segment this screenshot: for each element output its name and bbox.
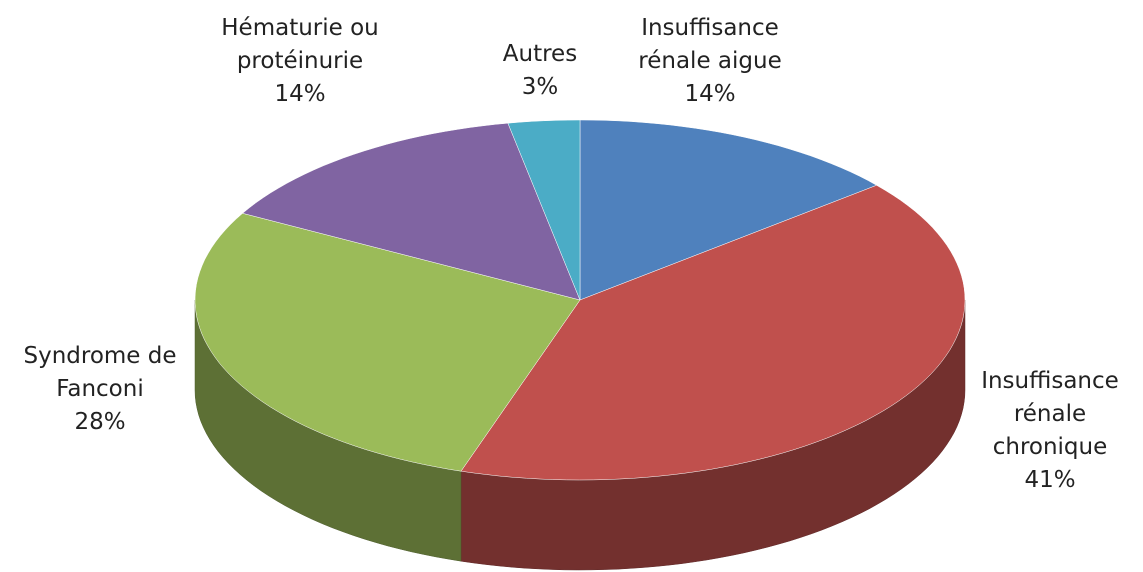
value-label: 28% — [74, 409, 126, 435]
value-label: 14% — [684, 81, 736, 107]
pie-slice — [460, 185, 966, 481]
pie-slice — [194, 213, 581, 472]
slice-label: Syndrome de Fanconi 28% — [0, 340, 200, 439]
category-label: Syndrome de Fanconi — [23, 343, 177, 402]
pie-slice — [579, 119, 878, 301]
slice-label: Insuffisance rénale aigue 14% — [615, 12, 805, 111]
slice-label: Autres 3% — [485, 38, 595, 104]
category-label: Insuffisance rénale aigue — [638, 15, 782, 74]
category-label: Insuffisance rénale chronique — [981, 368, 1119, 460]
slice-label: Insuffisance rénale chronique 41% — [965, 365, 1135, 497]
pie-slice — [507, 119, 581, 301]
category-label: Hématurie ou protéinurie — [221, 15, 379, 74]
slice-label: Hématurie ou protéinurie 14% — [200, 12, 400, 111]
value-label: 41% — [1024, 467, 1076, 493]
value-label: 14% — [274, 81, 326, 107]
pie-slice — [242, 122, 581, 301]
value-label: 3% — [521, 74, 559, 100]
category-label: Autres — [502, 41, 578, 67]
